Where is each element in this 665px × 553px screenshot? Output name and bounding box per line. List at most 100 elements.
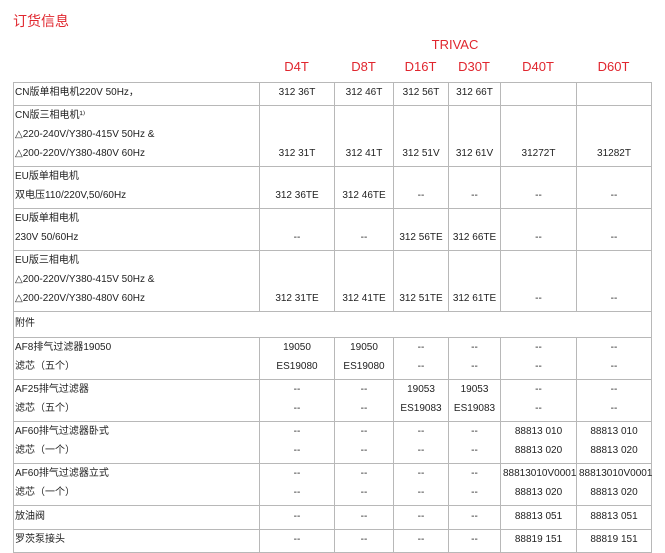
part-number: --: [293, 445, 301, 456]
table-row: 放油阀 -- -- -- -- 88813 051 88813 051: [13, 505, 652, 530]
part-number-cell-d8t: -- --: [334, 379, 394, 422]
part-number-cell-d30t: 312 61V: [448, 105, 501, 167]
part-number-cell-d4t: --: [259, 529, 335, 553]
part-number: 88813 010: [590, 426, 638, 437]
part-number: --: [417, 190, 425, 201]
row-label: 放油阀: [13, 505, 260, 530]
row-label: AF8排气过滤器19050 滤芯（五个）: [13, 337, 260, 380]
part-number: 312 66T: [456, 87, 493, 98]
part-number: --: [610, 384, 618, 395]
part-number-cell-d16t: 19053 ES19083: [393, 379, 449, 422]
part-number: --: [535, 384, 542, 395]
part-number: 312 56TE: [399, 232, 443, 243]
part-number-cell-d8t: --: [334, 529, 394, 553]
part-number: --: [535, 342, 542, 353]
row-label-line: AF60排气过滤器卧式: [15, 426, 109, 437]
part-number-cell-d40t: 31272T: [500, 105, 577, 167]
part-number-cell-d30t: 312 66T: [448, 82, 501, 106]
part-number: --: [417, 468, 425, 479]
row-label-line: EU版单相电机: [15, 171, 79, 182]
part-number-cell-d60t: -- --: [576, 379, 652, 422]
row-label-line: △200-220V/Y380-415V 50Hz &: [15, 274, 155, 285]
part-number: 312 36T: [278, 87, 316, 98]
part-number-cell-d16t: 312 56TE: [393, 208, 449, 251]
row-label: CN版单相电机220V 50Hz，: [13, 82, 260, 106]
part-number-cell-d8t: -- --: [334, 463, 394, 506]
part-number-cell-d30t: 19053 ES19083: [448, 379, 501, 422]
model-header-d16t: D16T: [404, 59, 437, 74]
part-number: 88813 020: [514, 487, 563, 498]
row-label-line: AF8排气过滤器19050: [15, 342, 112, 353]
part-number: --: [417, 534, 425, 545]
table-row: EU版三相电机 △200-220V/Y380-415V 50Hz & △200-22…: [13, 250, 652, 312]
row-label-line: CN版三相电机¹⁾: [15, 110, 86, 121]
part-number: --: [535, 293, 542, 304]
part-number-cell-d40t: 88819 151: [500, 529, 577, 553]
part-number: --: [293, 511, 301, 522]
part-number: 88813 020: [590, 445, 638, 456]
part-number: 312 61TE: [452, 293, 497, 304]
row-label-line: AF60排气过滤器立式: [15, 468, 109, 479]
part-number: 31282T: [597, 148, 631, 159]
part-number-cell-d16t: 312 51V: [393, 105, 449, 167]
part-number: --: [293, 468, 301, 479]
row-label-line: 滤芯（五个）: [15, 361, 75, 372]
part-number-cell-d30t: 312 61TE: [448, 250, 501, 312]
row-label-line: AF25排气过滤器: [15, 384, 89, 395]
table-row: AF8排气过滤器19050 滤芯（五个） 19050 ES19080 19050 ES19…: [13, 337, 652, 380]
page-title: 订货信息: [13, 13, 69, 29]
part-number: --: [535, 361, 542, 372]
part-number: --: [535, 232, 542, 243]
row-label-line: 放油阀: [15, 511, 45, 522]
table-row: AF60排气过滤器卧式 滤芯（一个） -- -- -- -- -- -- -- -- 88813 0…: [13, 421, 652, 464]
part-number: ES19080: [276, 361, 318, 372]
part-number-cell-d4t: -- --: [259, 463, 335, 506]
part-number: --: [360, 232, 368, 243]
part-number-cell-d60t: 88813 010 88813 020: [576, 421, 652, 464]
part-number: --: [471, 342, 478, 353]
part-number: 312 51V: [402, 148, 440, 159]
table-row: EU版单相电机 230V 50/60Hz -- -- 312 56TE 312 66TE -…: [13, 208, 652, 251]
part-number-cell-d16t: --: [393, 166, 449, 209]
model-header-d4t: D4T: [284, 59, 309, 74]
part-number: 312 46TE: [342, 190, 386, 201]
part-number-cell-d30t: 312 66TE: [448, 208, 501, 251]
part-number-cell-d60t: -- --: [576, 337, 652, 380]
part-number-cell-d16t: -- --: [393, 421, 449, 464]
part-number: --: [360, 384, 368, 395]
row-label-line: CN版单相电机220V 50Hz，: [15, 87, 139, 98]
part-number: 312 56T: [402, 87, 440, 98]
row-label-line: 罗茨泵接头: [15, 534, 65, 545]
part-number-cell-d16t: -- --: [393, 337, 449, 380]
part-number: --: [417, 511, 425, 522]
row-label-line: 双电压110/220V,50/60Hz: [15, 190, 127, 201]
row-label-line: 滤芯（一个）: [15, 487, 75, 498]
part-number: 88813010V0001: [579, 468, 653, 479]
part-number: ES19083: [400, 403, 442, 414]
part-number: --: [610, 190, 618, 201]
part-number: 19053: [460, 384, 489, 395]
part-number-cell-d40t: [500, 82, 577, 106]
part-number: --: [471, 487, 478, 498]
part-number: 312 41T: [345, 148, 383, 159]
part-number: --: [610, 293, 618, 304]
part-number-cell-d4t: 19050 ES19080: [259, 337, 335, 380]
part-number-cell-d8t: 312 46T: [334, 82, 394, 106]
part-number: --: [360, 426, 368, 437]
row-label: EU版单相电机 230V 50/60Hz: [13, 208, 260, 251]
part-number-cell-d40t: --: [500, 166, 577, 209]
table-row: CN版单相电机220V 50Hz， 312 36T 312 46T 312 56T 31…: [13, 82, 652, 106]
part-number-cell-d60t: 88813 051: [576, 505, 652, 530]
part-number-cell-d8t: -- --: [334, 421, 394, 464]
part-number: --: [417, 487, 425, 498]
part-number: 19053: [407, 384, 435, 395]
part-number-cell-d4t: --: [259, 208, 335, 251]
table-row: AF25排气过滤器 滤芯（五个） -- -- -- -- 19053 ES19083 19053…: [13, 379, 652, 422]
part-number-cell-d60t: --: [576, 208, 652, 251]
part-number: 312 36TE: [275, 190, 319, 201]
part-number: 88813 051: [590, 511, 638, 522]
row-label: AF60排气过滤器立式 滤芯（一个）: [13, 463, 260, 506]
part-number-cell-d16t: 312 56T: [393, 82, 449, 106]
part-number-cell-d16t: --: [393, 529, 449, 553]
part-number-cell-d30t: -- --: [448, 421, 501, 464]
